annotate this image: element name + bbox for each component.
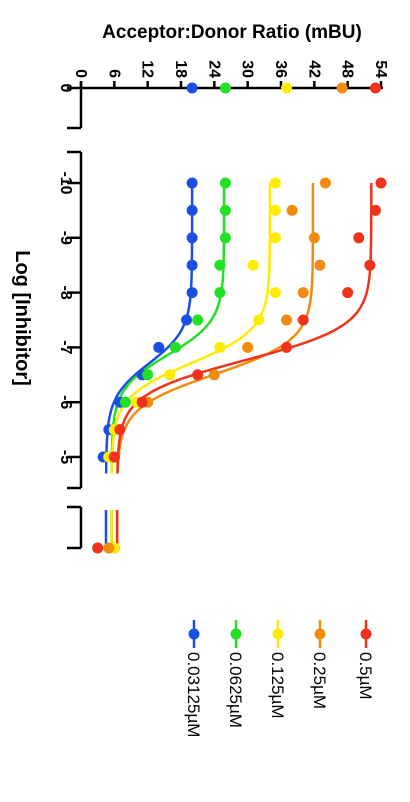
data-point xyxy=(103,542,115,554)
data-point xyxy=(153,341,165,353)
data-point xyxy=(92,542,104,554)
data-point xyxy=(364,259,376,271)
data-point xyxy=(214,259,226,271)
data-point xyxy=(297,314,309,326)
data-point xyxy=(342,287,354,299)
legend-item: 0.25µM xyxy=(310,620,329,709)
data-point xyxy=(108,451,120,463)
data-point xyxy=(269,232,281,244)
data-point xyxy=(253,314,265,326)
legend-swatch-marker xyxy=(230,628,242,640)
category-axis-tick-label: 0 xyxy=(57,84,74,93)
fit-curve xyxy=(116,183,373,474)
data-point xyxy=(219,232,231,244)
data-point xyxy=(336,82,348,94)
chart-title: Acceptor:Donor Ratio (mBU) xyxy=(102,22,362,43)
legend-item: 0.0625µM xyxy=(226,620,245,728)
data-point xyxy=(192,314,204,326)
legend-label: 0.03125µM xyxy=(184,652,203,737)
legend-label: 0.5µM xyxy=(356,652,375,700)
x-axis-label: Log [Inhibitor] xyxy=(11,250,33,386)
category-axis-tick-label: -7 xyxy=(57,340,74,354)
data-point xyxy=(281,314,293,326)
data-point xyxy=(353,232,365,244)
legend-label: 0.25µM xyxy=(310,652,329,709)
value-axis-tick-label: 30 xyxy=(239,60,256,78)
fit-curve xyxy=(116,183,315,474)
data-point xyxy=(192,369,204,381)
legend-label: 0.125µM xyxy=(268,652,287,719)
data-point xyxy=(186,177,198,189)
value-axis-tick-label: 0 xyxy=(72,69,89,78)
data-point xyxy=(186,204,198,216)
value-axis: 0 6 12 18 24 30 36 42 48 54 xyxy=(72,60,389,90)
data-point xyxy=(314,259,326,271)
legend-label: 0.0625µM xyxy=(226,652,245,728)
category-axis-tick-label: -6 xyxy=(57,395,74,409)
value-axis-tick-label: 12 xyxy=(139,60,156,78)
data-point xyxy=(114,424,126,436)
data-point xyxy=(308,232,320,244)
fit-curves xyxy=(104,86,376,548)
value-axis-tick-label: 24 xyxy=(205,60,222,78)
data-point xyxy=(247,259,259,271)
data-point xyxy=(281,82,293,94)
value-axis-tick-label: 48 xyxy=(339,60,356,78)
data-point xyxy=(375,177,387,189)
data-point xyxy=(219,177,231,189)
data-point xyxy=(142,369,154,381)
category-axis-tick-label: -10 xyxy=(57,171,74,194)
category-axis-tick-label: -5 xyxy=(57,450,74,464)
data-point xyxy=(297,287,309,299)
legend-item: 0.5µM xyxy=(356,620,375,700)
data-point xyxy=(119,396,131,408)
data-point xyxy=(169,341,181,353)
legend-swatch-marker xyxy=(360,628,372,640)
value-axis-tick-label: 42 xyxy=(305,60,322,78)
data-point xyxy=(208,369,220,381)
data-point xyxy=(186,287,198,299)
data-point xyxy=(269,204,281,216)
category-axis: 0 -10 -9 -8 -7 -6 -5 xyxy=(57,82,83,550)
legend-item: 0.125µM xyxy=(268,620,287,719)
legend-swatch-marker xyxy=(314,628,326,640)
value-axis-tick-label: 36 xyxy=(272,60,289,78)
category-axis-tick-label: -8 xyxy=(57,285,74,299)
data-point xyxy=(219,82,231,94)
data-point xyxy=(186,232,198,244)
category-axis-tick-label: -9 xyxy=(57,231,74,245)
legend: 0.03125µM 0.0625µM 0.125µM 0.25µM 0.5µM xyxy=(184,620,375,737)
data-point xyxy=(186,259,198,271)
data-point xyxy=(136,396,148,408)
legend-item: 0.03125µM xyxy=(184,620,203,737)
data-point xyxy=(319,177,331,189)
legend-swatch-marker xyxy=(272,628,284,640)
data-point xyxy=(214,287,226,299)
legend-swatch-marker xyxy=(188,628,200,640)
value-axis-tick-label: 6 xyxy=(105,69,122,78)
data-point xyxy=(269,177,281,189)
data-point xyxy=(214,341,226,353)
value-axis-tick-label: 18 xyxy=(172,60,189,78)
data-point xyxy=(164,369,176,381)
data-point xyxy=(242,341,254,353)
data-point xyxy=(369,82,381,94)
data-point xyxy=(219,204,231,216)
data-point xyxy=(269,287,281,299)
fit-curve xyxy=(110,183,226,474)
data-point xyxy=(181,314,193,326)
data-point xyxy=(186,82,198,94)
data-points xyxy=(92,82,387,554)
data-point xyxy=(369,204,381,216)
data-point xyxy=(281,341,293,353)
value-axis-tick-label: 54 xyxy=(372,60,389,78)
data-point xyxy=(286,204,298,216)
